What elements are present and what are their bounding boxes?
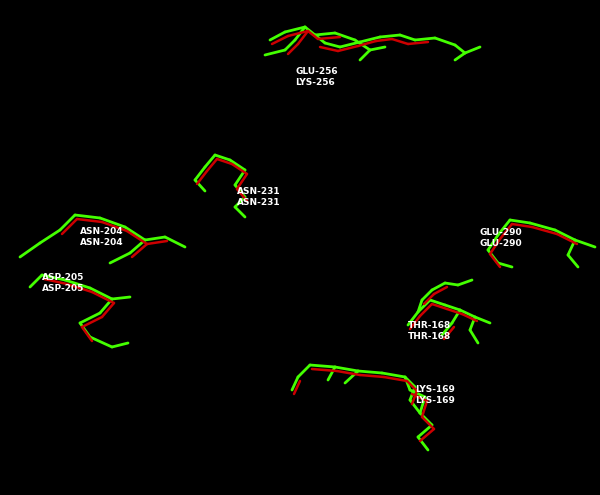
Text: ASN-204
ASN-204: ASN-204 ASN-204 — [80, 227, 124, 247]
Text: ASP-205
ASP-205: ASP-205 ASP-205 — [42, 273, 85, 293]
Text: THR-168
THR-168: THR-168 THR-168 — [408, 321, 451, 341]
Text: ASN-231
ASN-231: ASN-231 ASN-231 — [237, 187, 281, 207]
Text: GLU-256
LYS-256: GLU-256 LYS-256 — [295, 67, 338, 87]
Text: GLU-290
GLU-290: GLU-290 GLU-290 — [480, 228, 523, 248]
Text: LYS-169
LYS-169: LYS-169 LYS-169 — [415, 385, 455, 405]
